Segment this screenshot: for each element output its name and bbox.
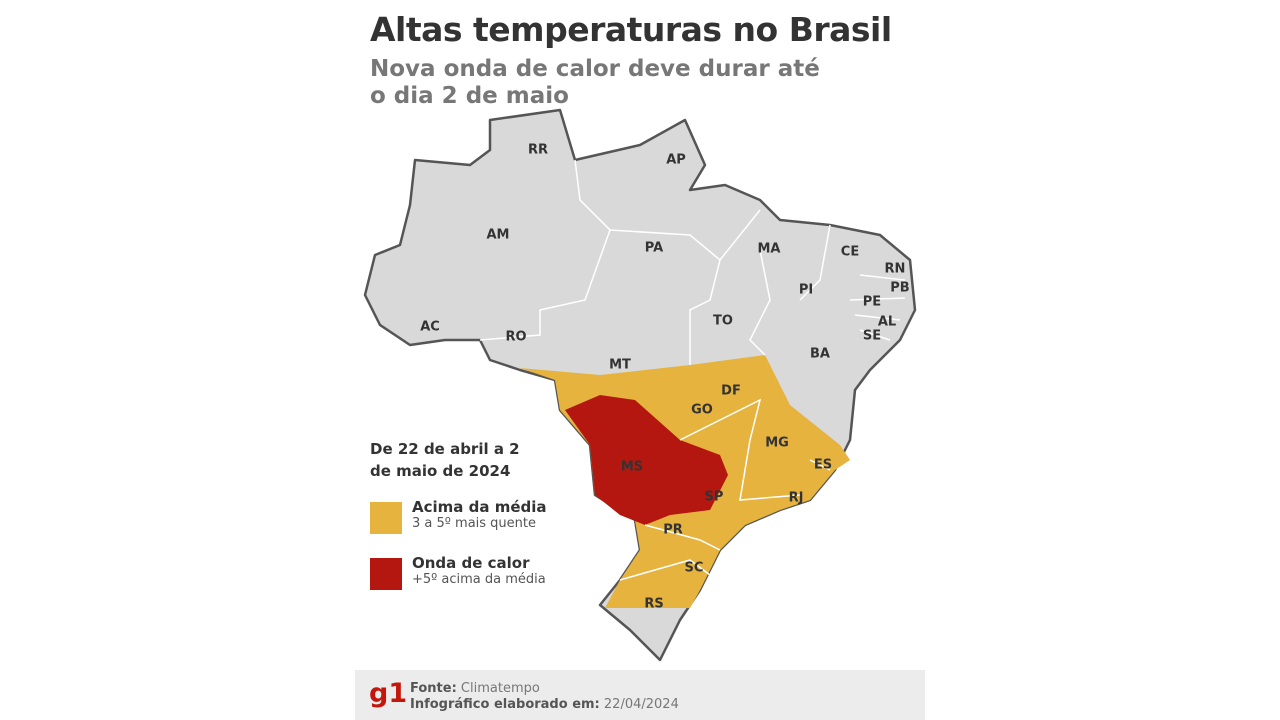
legend-period: De 22 de abril a 2 de maio de 2024 bbox=[370, 440, 520, 480]
state-label: RS bbox=[644, 597, 663, 612]
legend-swatch bbox=[370, 558, 402, 590]
state-label: MG bbox=[765, 436, 789, 451]
region-heat-wave bbox=[565, 395, 728, 525]
source-label: Fonte: bbox=[410, 681, 457, 696]
date-value: 22/04/2024 bbox=[603, 697, 679, 712]
state-label: RJ bbox=[789, 491, 804, 506]
state-label: MT bbox=[609, 358, 631, 373]
subtitle: Nova onda de calor deve durar até o dia … bbox=[370, 56, 820, 109]
state-borders bbox=[479, 159, 906, 581]
date-label: Infográfico elaborado em: bbox=[410, 697, 600, 712]
state-label: PB bbox=[890, 281, 909, 296]
state-label: GO bbox=[691, 403, 713, 418]
state-label: AL bbox=[878, 315, 896, 330]
legend-item: Acima da média 3 a 5º mais quente bbox=[370, 498, 547, 534]
state-label: DF bbox=[721, 384, 741, 399]
state-label: PA bbox=[645, 241, 663, 256]
state-label: MS bbox=[621, 460, 643, 475]
legend-description: +5º acima da média bbox=[412, 572, 546, 587]
legend-label: Onda de calor bbox=[412, 554, 530, 572]
logo: g1 bbox=[369, 678, 408, 709]
title: Altas temperaturas no Brasil bbox=[370, 10, 892, 49]
state-label: PI bbox=[799, 283, 813, 298]
state-label: SP bbox=[705, 490, 724, 505]
state-label: RR bbox=[528, 143, 548, 158]
legend-item: Onda de calor +5º acima da média bbox=[370, 554, 546, 590]
legend-swatch bbox=[370, 502, 402, 534]
state-label: AP bbox=[666, 153, 686, 168]
legend-description: 3 a 5º mais quente bbox=[412, 516, 537, 531]
state-label: ES bbox=[814, 458, 832, 473]
state-label: AC bbox=[420, 320, 440, 335]
state-label: PE bbox=[863, 295, 881, 310]
state-label: SC bbox=[685, 561, 704, 576]
state-label: PR bbox=[663, 523, 683, 538]
state-label: RO bbox=[505, 330, 526, 345]
state-label: RN bbox=[885, 262, 906, 277]
state-label: MA bbox=[758, 242, 781, 257]
state-label: SE bbox=[863, 329, 881, 344]
legend-label: Acima da média bbox=[412, 498, 547, 516]
date: Infográfico elaborado em: 22/04/2024 bbox=[410, 697, 679, 712]
state-label: CE bbox=[841, 245, 859, 260]
state-label: TO bbox=[713, 314, 733, 329]
state-label: BA bbox=[810, 347, 830, 362]
source: Fonte: Climatempo bbox=[410, 681, 540, 696]
footer: g1 Fonte: Climatempo Infográfico elabora… bbox=[355, 670, 925, 720]
source-value: Climatempo bbox=[460, 681, 540, 696]
state-label: AM bbox=[487, 228, 510, 243]
